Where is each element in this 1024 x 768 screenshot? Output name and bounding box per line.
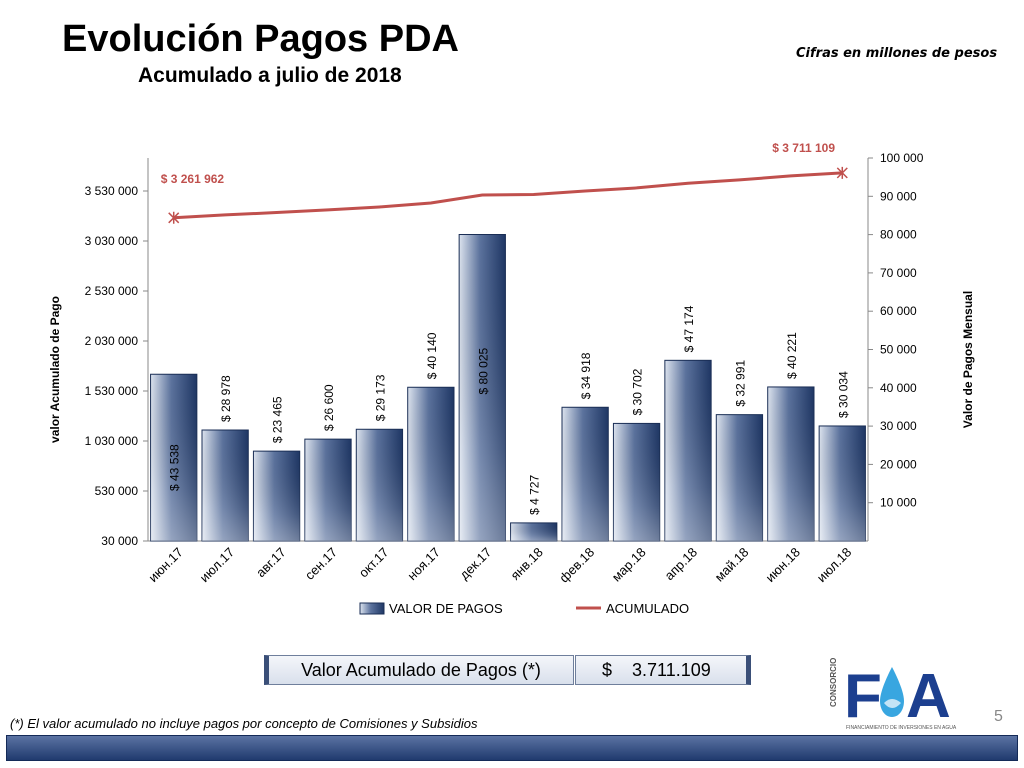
bar-value-label: $ 43 538 <box>168 444 182 491</box>
legend-bar-label: VALOR DE PAGOS <box>389 601 503 616</box>
x-tick-label: июн.17 <box>145 545 185 585</box>
bar-value-label: $ 32 991 <box>733 360 747 407</box>
bar-shade <box>202 430 249 541</box>
x-tick-label: ноя.17 <box>404 545 443 584</box>
summary-label-box: Valor Acumulado de Pagos (*) <box>264 655 574 685</box>
x-tick-label: июл.17 <box>197 545 238 586</box>
svg-text:CONSORCIO: CONSORCIO <box>829 658 838 707</box>
left-tick-label: 530 000 <box>95 484 139 498</box>
bar-value-label: $ 30 034 <box>836 371 850 418</box>
left-tick-label: 2 530 000 <box>85 284 139 298</box>
bar-shade <box>150 374 197 541</box>
bar-value-label: $ 29 173 <box>373 374 387 421</box>
bar-shade <box>407 387 454 541</box>
last-point-label: $ 3 711 109 <box>772 141 835 155</box>
x-tick-label: мар.18 <box>609 545 649 585</box>
right-tick-label: 90 000 <box>880 189 917 203</box>
right-tick-label: 10 000 <box>880 496 917 510</box>
left-tick-label: 1 030 000 <box>85 434 139 448</box>
left-tick-label: 30 000 <box>101 534 138 548</box>
bar-shade <box>562 407 609 541</box>
right-tick-label: 80 000 <box>880 228 917 242</box>
page-subtitle: Acumulado a julio de 2018 <box>138 64 402 87</box>
bar-shade <box>767 386 814 541</box>
bar-shade <box>613 423 660 541</box>
summary-value: 3.711.109 <box>632 659 711 680</box>
bar-value-label: $ 23 465 <box>271 396 285 443</box>
x-tick-label: фев.18 <box>556 545 597 586</box>
bar-shade <box>304 439 352 541</box>
left-tick-label: 3 030 000 <box>85 234 139 248</box>
line-marker <box>836 166 848 179</box>
svg-text:FINANCIAMIENTO DE INVERSIONES: FINANCIAMIENTO DE INVERSIONES EN AGUA <box>846 725 957 731</box>
x-tick-label: авг.17 <box>253 545 289 581</box>
right-tick-label: 100 000 <box>880 151 924 165</box>
left-tick-label: 3 530 000 <box>85 184 139 198</box>
bar-shade <box>253 451 300 541</box>
consorcio-fia-logo: CONSORCIO F A FINANCIAMIENTO DE INVERSIO… <box>829 658 957 731</box>
right-tick-label: 70 000 <box>880 266 917 280</box>
legend-line-label: ACUMULADO <box>606 601 689 616</box>
bar-value-label: $ 28 978 <box>219 375 233 422</box>
right-axis-title: Valor de Pagos Mensual <box>961 291 975 428</box>
payments-chart: 30 000 530 000 1 030 000 1 530 000 2 030 000… <box>48 141 975 616</box>
page-title: Evolución Pagos PDA <box>62 18 459 60</box>
bar-value-label: $ 30 702 <box>631 368 645 415</box>
x-tick-label: май.18 <box>712 545 752 585</box>
x-tick-label: дек.17 <box>457 545 495 583</box>
bar-shade <box>716 414 763 541</box>
x-tick-label: апр.18 <box>662 545 701 584</box>
first-point-label: $ 3 261 962 <box>161 172 225 186</box>
accumulated-line <box>173 171 843 220</box>
left-tick-label: 1 530 000 <box>85 384 139 398</box>
right-tick-label: 50 000 <box>880 343 917 357</box>
svg-text:A: A <box>906 662 951 731</box>
bar-value-label: $ 40 140 <box>425 332 439 379</box>
x-tick-label: окт.17 <box>356 545 392 581</box>
x-tick-label: сен.17 <box>302 545 340 583</box>
summary-value-box: $ 3.711.109 <box>575 655 751 685</box>
left-axis-title: valor Acumulado de Pago <box>48 296 62 443</box>
summary-label: Valor Acumulado de Pagos (*) <box>301 659 541 680</box>
summary-currency: $ <box>602 659 613 680</box>
x-tick-label: янв.18 <box>508 545 546 583</box>
bar-shade <box>510 522 557 541</box>
svg-text:F: F <box>844 662 882 731</box>
bar-value-label: $ 4 727 <box>528 475 542 515</box>
page-number: 5 <box>994 708 1003 725</box>
footnote: (*) El valor acumulado no incluye pagos … <box>10 716 478 731</box>
right-tick-label: 20 000 <box>880 457 917 471</box>
bar-shade <box>819 425 866 541</box>
bar-shade <box>356 429 403 541</box>
bar-value-label: $ 47 174 <box>682 305 696 352</box>
bar-shade <box>664 360 712 541</box>
bar-shade <box>459 234 506 541</box>
bar-value-label: $ 80 025 <box>476 347 490 394</box>
footer-bar <box>6 735 1018 761</box>
bar-value-label: $ 34 918 <box>579 352 593 399</box>
line-marker <box>168 211 180 224</box>
x-tick-label: июн.18 <box>762 545 802 585</box>
left-tick-label: 2 030 000 <box>85 334 139 348</box>
right-tick-label: 40 000 <box>880 381 917 395</box>
units-note: Cifras en millones de pesos <box>796 46 998 61</box>
right-tick-label: 30 000 <box>880 419 917 433</box>
bar-value-label: $ 26 600 <box>322 384 336 431</box>
legend-bar-swatch <box>359 602 385 615</box>
right-tick-label: 60 000 <box>880 304 917 318</box>
x-tick-label: июл.18 <box>814 545 855 586</box>
bar-value-label: $ 40 221 <box>785 332 799 379</box>
